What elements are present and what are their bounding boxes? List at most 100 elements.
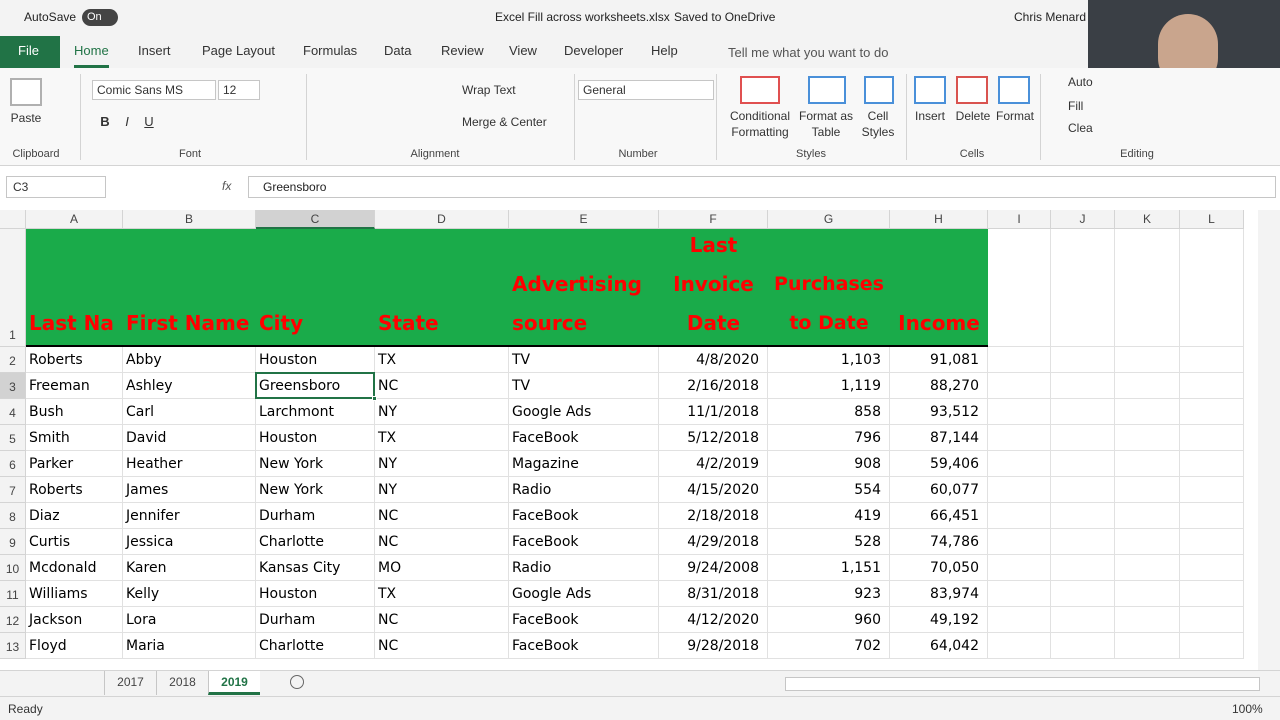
formula-input[interactable]: Greensboro: [248, 176, 1276, 198]
data-cell[interactable]: MO: [375, 555, 509, 581]
data-cell[interactable]: Magazine: [509, 451, 659, 477]
data-cell[interactable]: 796: [768, 425, 890, 451]
data-cell[interactable]: 49,192: [890, 607, 988, 633]
ribbon-tab[interactable]: File: [0, 36, 60, 68]
ribbon-tab[interactable]: Developer: [564, 43, 624, 58]
data-cell[interactable]: Durham: [256, 607, 375, 633]
row-header[interactable]: 7: [0, 477, 26, 503]
column-header[interactable]: H: [890, 210, 988, 229]
column-header[interactable]: B: [123, 210, 256, 229]
ribbon-tab[interactable]: View: [509, 43, 537, 58]
row-header[interactable]: 6: [0, 451, 26, 477]
data-cell[interactable]: 528: [768, 529, 890, 555]
data-cell[interactable]: 88,270: [890, 373, 988, 399]
data-cell[interactable]: Carl: [123, 399, 256, 425]
data-cell[interactable]: 2/18/2018: [659, 503, 768, 529]
header-cell[interactable]: First Name: [126, 311, 250, 335]
data-cell[interactable]: David: [123, 425, 256, 451]
data-cell[interactable]: FaceBook: [509, 425, 659, 451]
data-cell[interactable]: 4/15/2020: [659, 477, 768, 503]
data-cell[interactable]: Charlotte: [256, 529, 375, 555]
data-cell[interactable]: 702: [768, 633, 890, 659]
sheet-tab[interactable]: 2017: [104, 671, 156, 695]
data-cell[interactable]: 59,406: [890, 451, 988, 477]
sheet-tab[interactable]: 2018: [156, 671, 208, 695]
data-cell[interactable]: FaceBook: [509, 633, 659, 659]
row-header[interactable]: 10: [0, 555, 26, 581]
column-header[interactable]: E: [509, 210, 659, 229]
data-cell[interactable]: TV: [509, 347, 659, 373]
sheet-tab[interactable]: 2019: [208, 671, 260, 695]
data-cell[interactable]: 419: [768, 503, 890, 529]
data-cell[interactable]: TV: [509, 373, 659, 399]
data-cell[interactable]: Bush: [26, 399, 123, 425]
data-cell[interactable]: 2/16/2018: [659, 373, 768, 399]
data-cell[interactable]: 858: [768, 399, 890, 425]
font-name-box[interactable]: Comic Sans MS: [92, 80, 216, 100]
data-cell[interactable]: NC: [375, 503, 509, 529]
column-header[interactable]: A: [26, 210, 123, 229]
data-cell[interactable]: Houston: [256, 425, 375, 451]
search-box[interactable]: Tell me what you want to do: [728, 45, 889, 60]
column-header[interactable]: I: [988, 210, 1051, 229]
data-cell[interactable]: Lora: [123, 607, 256, 633]
data-cell[interactable]: Diaz: [26, 503, 123, 529]
row-header[interactable]: 2: [0, 347, 26, 373]
data-cell[interactable]: 93,512: [890, 399, 988, 425]
data-cell[interactable]: 4/2/2019: [659, 451, 768, 477]
ribbon-button[interactable]: Clea: [1068, 121, 1093, 135]
column-header[interactable]: C: [256, 210, 375, 229]
data-cell[interactable]: 4/8/2020: [659, 347, 768, 373]
data-cell[interactable]: Jessica: [123, 529, 256, 555]
data-cell[interactable]: 11/1/2018: [659, 399, 768, 425]
data-cell[interactable]: TX: [375, 581, 509, 607]
header-cell[interactable]: Advertising source: [512, 272, 642, 335]
data-cell[interactable]: Radio: [509, 555, 659, 581]
ribbon-button[interactable]: Cell Styles: [861, 109, 895, 139]
data-cell[interactable]: 9/28/2018: [659, 633, 768, 659]
font-style-button[interactable]: B: [100, 114, 110, 129]
ribbon-tab[interactable]: Page Layout: [202, 43, 276, 58]
data-cell[interactable]: NC: [375, 607, 509, 633]
column-header[interactable]: J: [1051, 210, 1115, 229]
data-cell[interactable]: 66,451: [890, 503, 988, 529]
header-cell[interactable]: Income: [898, 311, 980, 335]
user-name[interactable]: Chris Menard: [1014, 10, 1087, 24]
row-header[interactable]: 5: [0, 425, 26, 451]
column-header[interactable]: G: [768, 210, 890, 229]
row-header[interactable]: 1: [0, 229, 26, 347]
data-cell[interactable]: 960: [768, 607, 890, 633]
ribbon-tab[interactable]: Home: [74, 36, 109, 68]
row-header[interactable]: 9: [0, 529, 26, 555]
data-cell[interactable]: Google Ads: [509, 581, 659, 607]
data-cell[interactable]: New York: [256, 451, 375, 477]
header-cell[interactable]: State: [378, 311, 439, 335]
data-cell[interactable]: 70,050: [890, 555, 988, 581]
data-cell[interactable]: Floyd: [26, 633, 123, 659]
data-cell[interactable]: 908: [768, 451, 890, 477]
header-cell[interactable]: Purchases to Date: [774, 273, 884, 334]
data-cell[interactable]: James: [123, 477, 256, 503]
data-cell[interactable]: 74,786: [890, 529, 988, 555]
data-cell[interactable]: Durham: [256, 503, 375, 529]
font-style-button[interactable]: U: [144, 114, 154, 129]
data-cell[interactable]: Ashley: [123, 373, 256, 399]
data-cell[interactable]: 83,974: [890, 581, 988, 607]
data-cell[interactable]: Houston: [256, 581, 375, 607]
data-cell[interactable]: Larchmont: [256, 399, 375, 425]
ribbon-tab[interactable]: Review: [441, 43, 484, 58]
data-cell[interactable]: 8/31/2018: [659, 581, 768, 607]
column-header[interactable]: K: [1115, 210, 1180, 229]
ribbon-button[interactable]: Wrap Text: [462, 83, 516, 97]
data-cell[interactable]: NY: [375, 477, 509, 503]
data-cell[interactable]: New York: [256, 477, 375, 503]
font-style-button[interactable]: I: [125, 114, 129, 129]
ribbon-button[interactable]: Merge & Center: [462, 115, 547, 129]
data-cell[interactable]: Smith: [26, 425, 123, 451]
data-cell[interactable]: 1,119: [768, 373, 890, 399]
name-box[interactable]: C3: [6, 176, 106, 198]
row-header[interactable]: 4: [0, 399, 26, 425]
data-cell[interactable]: Charlotte: [256, 633, 375, 659]
data-cell[interactable]: Roberts: [26, 477, 123, 503]
data-cell[interactable]: Houston: [256, 347, 375, 373]
